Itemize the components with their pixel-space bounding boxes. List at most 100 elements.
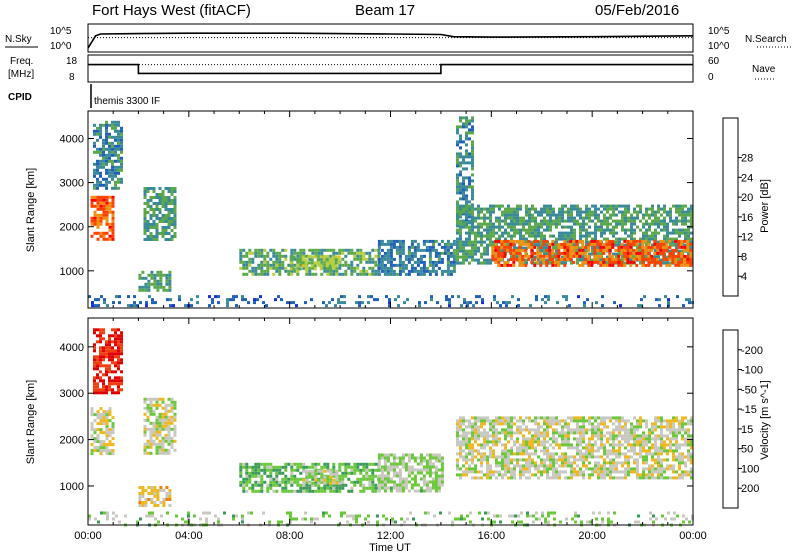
heatmap-cell (651, 210, 654, 214)
heatmap-cell (150, 501, 154, 504)
heatmap-cell (313, 261, 317, 265)
heatmap-cell (167, 187, 171, 190)
heatmap-cell (117, 340, 120, 344)
heatmap-cell (684, 219, 687, 223)
heatmap-cell (615, 416, 618, 420)
heatmap-cell (656, 260, 660, 264)
heatmap-cell (552, 437, 555, 441)
heatmap-cell (96, 449, 100, 453)
heatmap-cell (105, 388, 108, 392)
heatmap-cell (579, 234, 582, 238)
heatmap-cell (588, 440, 591, 444)
heatmap-cell (418, 301, 421, 305)
heatmap-cell (120, 382, 123, 386)
heatmap-cell (266, 465, 270, 469)
heatmap-cell (149, 451, 153, 455)
heatmap-cell (471, 431, 474, 435)
heatmap-cell (141, 486, 145, 489)
heatmap-cell (468, 225, 471, 229)
heatmap-cell (579, 419, 582, 423)
heatmap-cell (462, 449, 465, 453)
heatmap-cell (389, 272, 393, 276)
heatmap-cell (462, 191, 465, 195)
heatmap-cell (158, 199, 162, 202)
heatmap-cell (677, 242, 681, 246)
heatmap-cell (515, 239, 519, 243)
heatmap-cell (672, 228, 675, 232)
heatmap-cell (522, 434, 525, 438)
heatmap-cell (290, 248, 294, 252)
heatmap-cell (147, 279, 151, 283)
heatmap-cell (593, 257, 597, 261)
heatmap-cell (117, 168, 120, 172)
heatmap-cell (528, 440, 531, 444)
heatmap-cell (630, 234, 633, 238)
heatmap-cell (489, 464, 492, 468)
heatmap-cell (320, 478, 324, 482)
heatmap-cell (477, 258, 480, 262)
heatmap-cell (404, 272, 408, 276)
heatmap-cell (535, 295, 538, 299)
heatmap-cell (608, 239, 612, 243)
heatmap-cell (114, 331, 117, 335)
heatmap-cell (93, 168, 96, 172)
heatmap-cell (413, 477, 417, 481)
heatmap-cell (621, 452, 624, 456)
heatmap-cell (690, 240, 693, 244)
heatmap-cell (398, 477, 402, 481)
heatmap-cell (498, 216, 501, 220)
heatmap-cell (452, 248, 456, 252)
heatmap-cell (505, 301, 508, 305)
heatmap-cell (425, 453, 429, 457)
heatmap-cell (543, 252, 546, 256)
heatmap-cell (510, 437, 513, 441)
heatmap-cell (266, 486, 270, 490)
heatmap-cell (513, 231, 516, 235)
heatmap-cell (687, 213, 690, 217)
heatmap-cell (263, 462, 267, 466)
heatmap-cell (516, 431, 519, 435)
heatmap-cell (359, 477, 363, 481)
heatmap-cell (245, 266, 249, 270)
heatmap-cell (120, 141, 123, 145)
heatmap-cell (591, 467, 594, 471)
heatmap-cell (456, 188, 459, 192)
heatmap-cell (389, 242, 393, 246)
heatmap-cell (153, 279, 157, 283)
heatmap-cell (173, 214, 177, 217)
heatmap-cell (239, 257, 243, 261)
heatmap-cell (102, 159, 105, 163)
heatmap-cell (99, 328, 102, 332)
heatmap-cell (105, 452, 109, 456)
heatmap-cell (585, 431, 588, 435)
heatmap-cell (275, 474, 279, 478)
heatmap-cell (624, 261, 627, 265)
heatmap-cell (497, 248, 501, 252)
heatmap-cell (477, 419, 480, 423)
heatmap-cell (341, 486, 345, 490)
heatmap-cell (564, 476, 567, 480)
heatmap-cell (173, 418, 177, 422)
heatmap-cell (636, 437, 639, 441)
heatmap-cell (88, 295, 91, 299)
heatmap-cell (332, 474, 336, 478)
heatmap-cell (654, 249, 657, 253)
heatmap-cell (608, 248, 612, 252)
heatmap-cell (648, 234, 651, 238)
heatmap-cell (245, 260, 249, 264)
heatmap-cell (489, 422, 492, 426)
heatmap-cell (146, 238, 150, 241)
heatmap-cell (576, 464, 579, 468)
heatmap-cell (173, 220, 177, 223)
heatmap-cell (419, 462, 423, 466)
heatmap-cell (507, 258, 510, 262)
heatmap-cell (591, 431, 594, 435)
heatmap-cell (521, 254, 525, 258)
heatmap-cell (501, 476, 504, 480)
heatmap-cell (164, 451, 168, 455)
heatmap-cell (395, 245, 399, 249)
heatmap-cell (422, 248, 426, 252)
heatmap-cell (259, 295, 262, 299)
heatmap-cell (516, 222, 519, 226)
heatmap-cell (564, 464, 567, 468)
